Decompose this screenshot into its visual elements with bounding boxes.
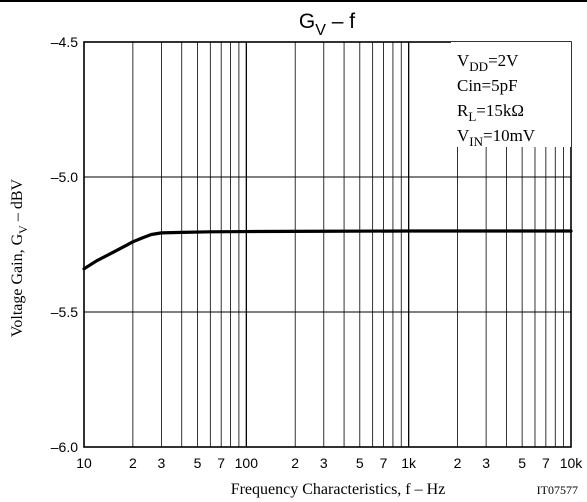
condition-vin: VIN=10mV bbox=[457, 126, 536, 149]
y-axis-label: Voltage Gain, GV – dBV bbox=[9, 178, 30, 337]
conditions-box: VDD=2V Cin=5pF RL=15kΩ VIN=10mV bbox=[451, 42, 571, 149]
x-tick-label: 2 bbox=[291, 455, 299, 471]
x-tick-label: 3 bbox=[158, 455, 166, 471]
y-tick-label: –6.0 bbox=[51, 439, 78, 455]
condition-vdd: VDD=2V bbox=[457, 51, 519, 74]
condition-cin: Cin=5pF bbox=[457, 76, 518, 95]
x-axis-label: Frequency Characteristics, f – Hz bbox=[231, 481, 446, 498]
x-tick-label: 10 bbox=[76, 455, 92, 471]
x-tick-labels: 10 2 3 5 7 100 2 3 5 7 1k 2 3 5 7 10k bbox=[76, 455, 583, 471]
series-line bbox=[82, 229, 573, 271]
figure-code: IT07577 bbox=[537, 483, 578, 497]
x-tick-label: 1k bbox=[401, 455, 417, 471]
condition-rl: RL=15kΩ bbox=[457, 101, 524, 124]
y-tick-label: –5.0 bbox=[51, 169, 78, 185]
x-tick-label: 2 bbox=[454, 455, 462, 471]
top-rule bbox=[0, 0, 587, 2]
y-tick-label: –4.5 bbox=[51, 34, 78, 50]
x-tick-label: 100 bbox=[235, 455, 259, 471]
x-tick-label: 2 bbox=[129, 455, 137, 471]
plot-frame bbox=[83, 41, 572, 448]
chart-title: GV – f bbox=[299, 10, 355, 39]
x-tick-label: 7 bbox=[217, 455, 225, 471]
x-tick-label: 5 bbox=[356, 455, 364, 471]
x-tick-label: 7 bbox=[380, 455, 388, 471]
y-tick-labels: –4.5 –5.0 –5.5 –6.0 bbox=[51, 34, 78, 455]
x-tick-label: 3 bbox=[320, 455, 328, 471]
conditions-box-frame bbox=[451, 42, 571, 147]
x-tick-label: 10k bbox=[560, 455, 584, 471]
x-tick-label: 7 bbox=[542, 455, 550, 471]
x-tick-label: 3 bbox=[482, 455, 490, 471]
x-tick-label: 5 bbox=[194, 455, 202, 471]
x-tick-label: 5 bbox=[518, 455, 526, 471]
y-tick-label: –5.5 bbox=[51, 304, 78, 320]
